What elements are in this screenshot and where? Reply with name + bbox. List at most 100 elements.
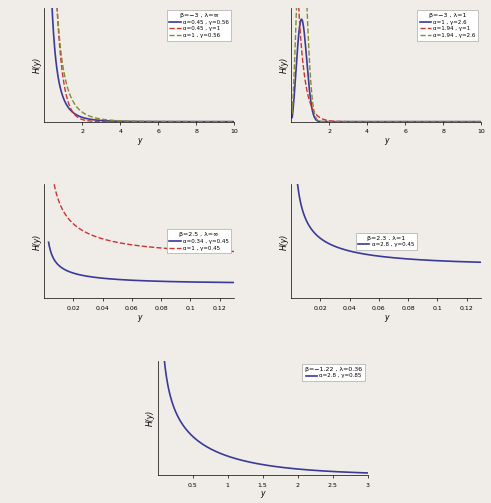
α=1 , γ=0.56 [125,118,131,124]
α=1 , γ=2.6 [299,16,304,22]
α=1 , γ=0.45 [135,242,141,248]
α=1.94 , γ=1 [379,119,385,125]
α=1.94 , γ=2.6 [289,111,295,117]
α=1.94 , γ=2.6 [445,119,451,125]
Legend: α=2.8 , γ=0.85: α=2.8 , γ=0.85 [302,364,365,381]
α=0.34 , γ=0.45 [226,280,232,286]
α=0.45 , γ=1 [134,119,139,125]
Y-axis label: H(y): H(y) [32,56,41,73]
α=1 , γ=0.56 [93,115,99,121]
Line: α=0.45 , γ=0.56: α=0.45 , γ=0.56 [49,0,234,122]
α=0.45 , γ=1 [146,119,152,125]
α=2.8 , γ=0.85 [210,447,216,453]
α=1 , γ=0.56 [200,119,206,125]
α=0.45 , γ=0.56 [125,118,131,124]
α=1.94 , γ=1 [444,119,450,125]
Y-axis label: H(y): H(y) [32,233,41,249]
α=1 , γ=2.6 [289,115,295,121]
Legend: α=0.45 , γ=0.56, α=0.45 , γ=1, α=1 , γ=0.56: α=0.45 , γ=0.56, α=0.45 , γ=1, α=1 , γ=0… [166,11,231,41]
α=1 , γ=0.45 [226,248,232,255]
α=1 , γ=0.45 [134,242,139,248]
α=0.45 , γ=0.56 [93,117,99,123]
α=1.94 , γ=2.6 [402,119,408,125]
X-axis label: y: y [137,312,141,321]
α=0.34 , γ=0.45 [231,280,237,286]
Line: α=2.8 , γ=0.45: α=2.8 , γ=0.45 [296,162,481,262]
Line: α=1.94 , γ=1: α=1.94 , γ=1 [292,0,481,122]
Line: α=0.45 , γ=1: α=0.45 , γ=1 [48,0,234,122]
α=2.8 , γ=0.85 [260,462,266,468]
Line: α=1.94 , γ=2.6: α=1.94 , γ=2.6 [292,0,481,122]
α=2.8 , γ=0.45 [445,258,451,264]
α=1.94 , γ=2.6 [443,119,449,125]
α=1.94 , γ=1 [473,119,479,125]
Legend: α=2.8 , γ=0.45: α=2.8 , γ=0.45 [355,233,417,250]
α=0.34 , γ=0.45 [46,239,52,245]
X-axis label: y: y [384,136,388,145]
α=1 , γ=2.6 [379,119,385,125]
α=0.45 , γ=0.56 [138,119,144,125]
α=0.45 , γ=0.56 [163,119,168,125]
α=0.45 , γ=1 [156,119,162,125]
α=1.94 , γ=1 [380,119,386,125]
α=2.8 , γ=0.45 [393,255,399,261]
α=1 , γ=0.45 [231,248,237,255]
α=0.45 , γ=1 [197,119,203,125]
α=0.45 , γ=1 [231,119,237,125]
α=1 , γ=0.45 [156,245,162,251]
α=0.45 , γ=1 [135,119,140,125]
Line: α=2.8 , γ=0.85: α=2.8 , γ=0.85 [160,220,367,473]
α=2.8 , γ=0.85 [364,470,370,476]
α=0.34 , γ=0.45 [135,278,141,284]
α=1.94 , γ=2.6 [381,119,386,125]
α=2.8 , γ=0.85 [157,217,163,223]
α=0.45 , γ=0.56 [231,119,237,125]
α=0.45 , γ=0.56 [93,117,99,123]
α=1.94 , γ=1 [478,119,484,125]
α=1 , γ=0.56 [231,119,237,125]
Line: α=0.34 , γ=0.45: α=0.34 , γ=0.45 [49,242,234,283]
α=1 , γ=0.56 [93,115,99,121]
α=1.94 , γ=2.6 [478,119,484,125]
Line: α=1 , γ=0.56: α=1 , γ=0.56 [49,0,234,122]
α=1 , γ=2.6 [445,119,451,125]
α=2.8 , γ=0.85 [210,447,216,453]
α=0.34 , γ=0.45 [134,278,139,284]
Line: α=1 , γ=2.6: α=1 , γ=2.6 [292,19,481,122]
Line: α=1 , γ=0.45: α=1 , γ=0.45 [49,133,234,252]
α=1.94 , γ=2.6 [379,119,385,125]
α=2.8 , γ=0.45 [381,254,386,260]
α=1 , γ=2.6 [443,119,449,125]
α=0.34 , γ=0.45 [146,278,152,284]
Y-axis label: H(y): H(y) [279,56,288,73]
Y-axis label: H(y): H(y) [279,233,288,249]
X-axis label: y: y [137,136,141,145]
α=1 , γ=0.45 [197,247,203,254]
α=1.94 , γ=1 [391,119,397,125]
α=0.34 , γ=0.45 [197,279,203,285]
α=1 , γ=2.6 [381,119,386,125]
Y-axis label: H(y): H(y) [146,410,155,427]
α=2.8 , γ=0.85 [287,465,293,471]
Legend: α=1 , γ=2.6, α=1.94 , γ=1, α=1.94 , γ=2.6: α=1 , γ=2.6, α=1.94 , γ=1, α=1.94 , γ=2.… [417,11,478,41]
Legend: α=0.34 , γ=0.45, α=1 , γ=0.45: α=0.34 , γ=0.45, α=1 , γ=0.45 [166,229,231,254]
α=0.34 , γ=0.45 [156,278,162,284]
α=0.45 , γ=0.56 [200,119,206,125]
α=0.45 , γ=1 [226,119,232,125]
X-axis label: y: y [260,489,265,498]
α=1 , γ=0.45 [146,244,152,250]
α=1 , γ=0.56 [163,119,168,125]
α=1.94 , γ=2.6 [392,119,398,125]
α=2.8 , γ=0.45 [382,254,388,260]
α=1 , γ=2.6 [392,119,398,125]
α=2.8 , γ=0.85 [329,468,335,474]
α=1.94 , γ=2.6 [474,119,480,125]
α=1 , γ=2.6 [478,119,484,125]
α=2.8 , γ=0.85 [246,459,251,465]
α=2.8 , γ=0.45 [478,259,484,265]
α=2.8 , γ=0.45 [293,159,299,165]
α=2.8 , γ=0.45 [474,259,480,265]
α=1 , γ=0.56 [138,118,144,124]
α=1.94 , γ=1 [402,119,408,125]
α=1 , γ=2.6 [402,119,408,125]
